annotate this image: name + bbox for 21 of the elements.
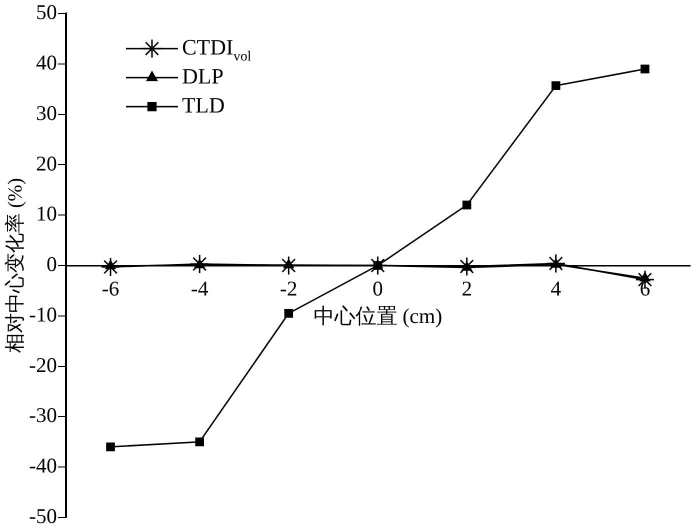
legend-label: TLD: [182, 92, 225, 118]
y-axis-title: 相对中心变化率 (%): [4, 178, 26, 353]
y-tick-label: 10: [36, 202, 57, 226]
x-tick-label: -2: [280, 276, 298, 301]
x-tick-label: 2: [462, 276, 472, 301]
y-tick-label: -50: [28, 504, 57, 528]
y-tick-label: 20: [36, 151, 57, 176]
legend-label: DLP: [182, 63, 224, 88]
y-tick-label: -20: [28, 352, 57, 377]
x-axis-title: 中心位置 (cm): [313, 304, 442, 328]
x-tick-label: -4: [190, 276, 209, 301]
y-tick-label: -10: [28, 302, 57, 326]
y-tick-label: -30: [28, 403, 57, 428]
x-tick-label: 4: [550, 276, 562, 301]
y-tick-label: 40: [36, 50, 57, 74]
y-tick-label: -40: [28, 454, 57, 478]
x-tick-label: 0: [372, 276, 383, 301]
y-tick-label: 30: [36, 100, 57, 125]
y-tick-label: 50: [36, 0, 57, 24]
y-tick-label: 0: [46, 252, 57, 276]
x-tick-label: -6: [102, 276, 120, 301]
